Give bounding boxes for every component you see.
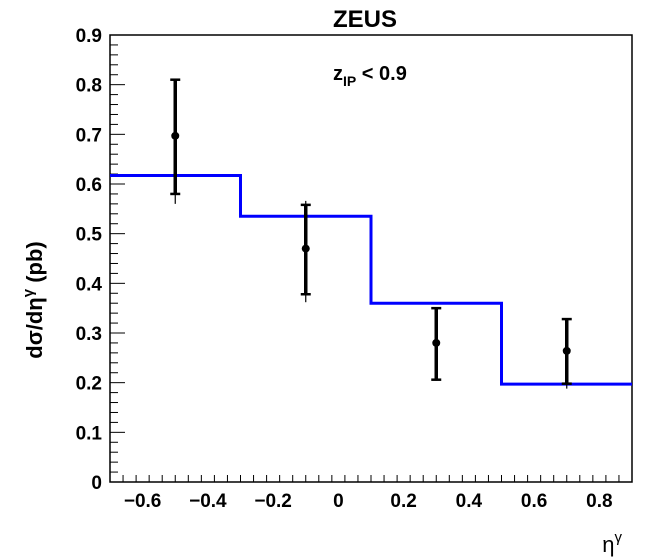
x-axis-label-sup: γ — [615, 529, 623, 546]
x-tick-label: −0.6 — [124, 491, 162, 512]
annotation-rest: < 0.9 — [356, 63, 407, 85]
y-tick-label: 0 — [91, 473, 102, 494]
x-axis-label: ηγ — [602, 529, 622, 557]
y-axis-label: dσ/dηγ (pb) — [20, 241, 47, 358]
y-tick-label: 0.2 — [76, 374, 102, 395]
annotation-sub: IP — [343, 73, 356, 89]
y-axis-label-sup: γ — [20, 288, 37, 297]
y-axis-label-unit: (pb) — [22, 241, 47, 289]
y-axis-label-main: dσ/dη — [22, 297, 47, 358]
y-tick-label: 0.7 — [76, 125, 102, 146]
y-tick-label: 0.1 — [76, 423, 103, 444]
y-tick-label: 0.4 — [76, 274, 103, 295]
x-tick-label: 0.6 — [521, 491, 547, 512]
x-tick-label: −0.2 — [254, 491, 292, 512]
y-tick-label: 0.8 — [76, 76, 102, 97]
x-tick-label: 0.2 — [390, 491, 416, 512]
chart-title: ZEUS — [333, 6, 397, 33]
data-point — [562, 346, 571, 355]
y-tick-label: 0.5 — [76, 225, 103, 246]
plot-area: −0.6 −0.4 −0.2 0 0.2 0.4 0.6 0.8 0 0.1 0.2 0.3 0.4 0.… — [76, 26, 633, 512]
prediction-histogram — [110, 174, 632, 386]
y-tick-label: 0.6 — [76, 175, 102, 196]
x-tick-label: 0.4 — [456, 491, 483, 512]
data-point — [432, 338, 441, 347]
x-tick-label: −0.4 — [189, 491, 227, 512]
x-tick-label: 0.8 — [586, 491, 612, 512]
y-tick-label: 0.3 — [76, 324, 102, 345]
annotation: zIP < 0.9 — [333, 63, 407, 89]
data-point — [301, 244, 310, 253]
x-axis-label-main: η — [602, 532, 614, 557]
annotation-base: z — [333, 63, 343, 85]
y-tick-label: 0.9 — [76, 26, 102, 47]
data-point — [171, 131, 180, 140]
x-tick-label: 0 — [333, 491, 344, 512]
